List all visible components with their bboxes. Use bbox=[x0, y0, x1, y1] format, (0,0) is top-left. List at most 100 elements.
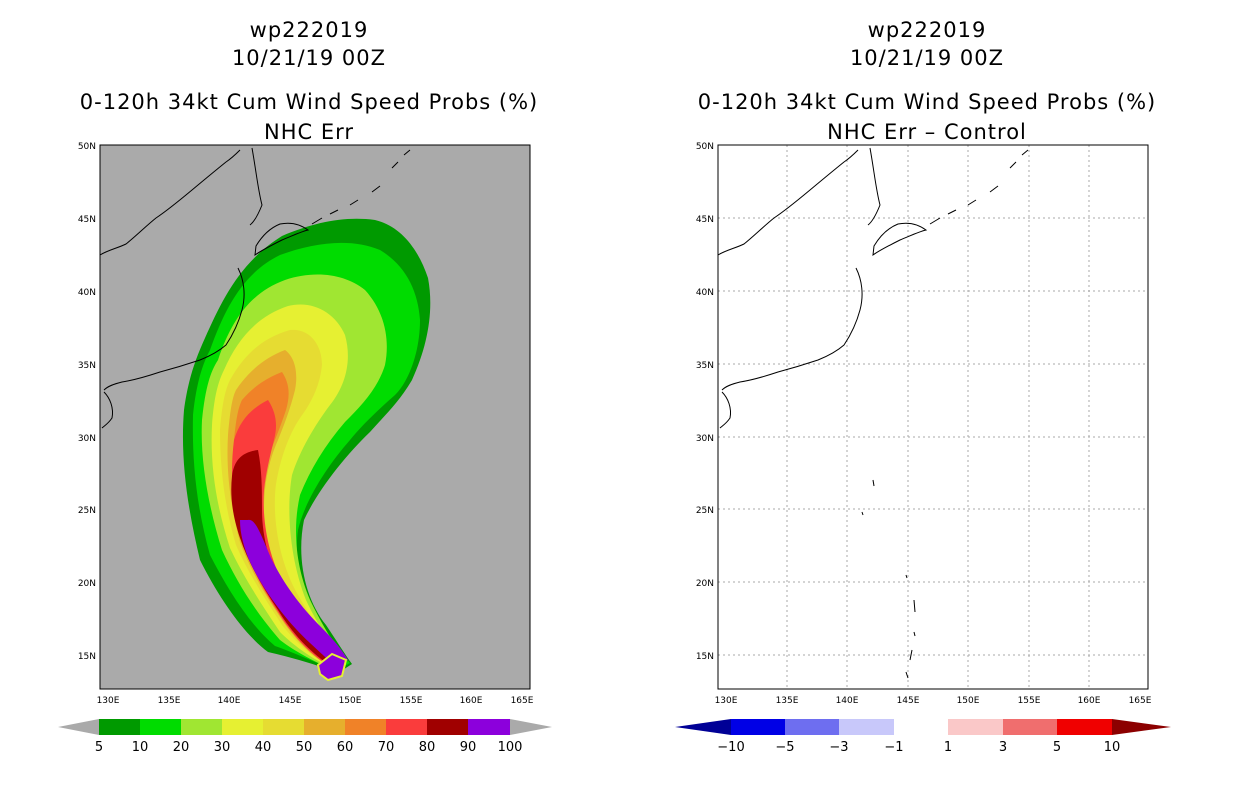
lat-label-35n: 35N bbox=[78, 361, 96, 371]
colorbar-swatch bbox=[99, 719, 140, 735]
colorbar-label: 1 bbox=[944, 740, 952, 755]
lat-label-20n: 20N bbox=[696, 579, 714, 589]
lon-label-160e: 160E bbox=[460, 696, 483, 706]
sakhalin-coast bbox=[249, 147, 263, 226]
datetime-title: 10/21/19 00Z bbox=[849, 46, 1005, 70]
japan-hokkaido-coast bbox=[254, 222, 310, 257]
lon-label-130e: 130E bbox=[97, 696, 120, 706]
colorbar-label: 50 bbox=[296, 740, 313, 755]
colorbar-swatch bbox=[894, 719, 948, 735]
colorbar-left-arrow bbox=[675, 719, 731, 735]
colorbar-swatch bbox=[948, 719, 1003, 735]
colorbar-label: 20 bbox=[173, 740, 190, 755]
colorbar-label: 30 bbox=[214, 740, 231, 755]
kyushu-coast bbox=[719, 391, 731, 429]
lat-label-30n: 30N bbox=[78, 434, 96, 444]
lat-label-30n: 30N bbox=[696, 434, 714, 444]
izu-islands bbox=[861, 479, 916, 679]
colorbar-label: 60 bbox=[337, 740, 354, 755]
colorbar-swatch bbox=[1003, 719, 1057, 735]
lat-label-40n: 40N bbox=[696, 288, 714, 298]
colorbar-swatch bbox=[222, 719, 263, 735]
japan-hokkaido-coast bbox=[872, 222, 928, 257]
lat-label-25n: 25N bbox=[78, 506, 96, 516]
lon-label-165e: 165E bbox=[1129, 696, 1152, 706]
colorbar-swatch bbox=[345, 719, 386, 735]
right-panel: wp222019 10/21/19 00Z 0-120h 34kt Cum Wi… bbox=[618, 0, 1236, 800]
start-core-marker bbox=[316, 652, 348, 682]
colorbar-swatch bbox=[386, 719, 427, 735]
colorbar-swatch bbox=[839, 719, 894, 735]
colorbar-label: −10 bbox=[717, 740, 744, 755]
lat-label-20n: 20N bbox=[78, 579, 96, 589]
storm-id-title: wp222019 bbox=[249, 18, 369, 42]
lon-label-145e: 145E bbox=[279, 696, 302, 706]
probability-contours bbox=[182, 218, 431, 682]
band-90 bbox=[240, 519, 348, 668]
lat-label-50n: 50N bbox=[78, 142, 96, 152]
lon-axis: 130E 135E 140E 145E 150E 155E 160E 165E bbox=[715, 696, 1152, 706]
probability-map: 15N 20N 25N 30N 35N 40N 45N 50N 130E 135… bbox=[58, 142, 552, 755]
left-panel: wp222019 10/21/19 00Z 0-120h 34kt Cum Wi… bbox=[58, 18, 552, 755]
colorbar-swatch bbox=[468, 719, 510, 735]
colorbar-label: 90 bbox=[460, 740, 477, 755]
colorbar-swatch bbox=[731, 719, 785, 735]
lon-label-130e: 130E bbox=[715, 696, 738, 706]
colorbar-label: 70 bbox=[378, 740, 395, 755]
sakhalin-coast bbox=[867, 147, 881, 226]
map-background bbox=[718, 145, 1148, 689]
kuril-islands bbox=[929, 149, 1029, 225]
colorbar-left-arrow bbox=[58, 719, 99, 735]
lat-label-15n: 15N bbox=[696, 652, 714, 662]
lat-label-45n: 45N bbox=[78, 215, 96, 225]
band-80 bbox=[231, 450, 336, 662]
colorbar-label: −3 bbox=[829, 740, 848, 755]
colorbar-label: 5 bbox=[1053, 740, 1061, 755]
asia-mainland-coast bbox=[717, 149, 859, 256]
colorbar-right-arrow bbox=[510, 719, 552, 735]
colorbar-swatch bbox=[140, 719, 181, 735]
lat-label-50n: 50N bbox=[696, 142, 714, 152]
colorbar-swatch bbox=[263, 719, 304, 735]
colorbar-swatch bbox=[785, 719, 839, 735]
asia-mainland-coast bbox=[99, 149, 241, 256]
colorbar-label: 80 bbox=[419, 740, 436, 755]
lon-axis: 130E 135E 140E 145E 150E 155E 160E 165E bbox=[97, 696, 534, 706]
kyushu-coast bbox=[101, 391, 113, 429]
probability-colorbar: 5 10 20 30 40 50 60 70 80 90 100 bbox=[58, 719, 552, 755]
map-grid bbox=[718, 145, 1148, 689]
lat-axis: 15N 20N 25N 30N 35N 40N 45N 50N bbox=[78, 142, 96, 662]
japan-honshu-coast bbox=[103, 267, 245, 391]
lon-label-135e: 135E bbox=[158, 696, 181, 706]
lon-label-150e: 150E bbox=[957, 696, 980, 706]
difference-map: 15N 20N 25N 30N 35N 40N 45N 50N 130E 135… bbox=[675, 142, 1171, 755]
lon-label-150e: 150E bbox=[339, 696, 362, 706]
colorbar-swatch bbox=[1057, 719, 1112, 735]
colorbar-swatch bbox=[427, 719, 468, 735]
subtitle: NHC Err – Control bbox=[827, 120, 1027, 144]
lon-label-155e: 155E bbox=[1018, 696, 1041, 706]
lon-label-140e: 140E bbox=[218, 696, 241, 706]
colorbar-label: −1 bbox=[884, 740, 903, 755]
lat-label-40n: 40N bbox=[78, 288, 96, 298]
datetime-title: 10/21/19 00Z bbox=[231, 46, 387, 70]
lon-label-135e: 135E bbox=[776, 696, 799, 706]
lat-label-45n: 45N bbox=[696, 215, 714, 225]
lat-label-15n: 15N bbox=[78, 652, 96, 662]
colorbar-label: 10 bbox=[132, 740, 149, 755]
lat-label-25n: 25N bbox=[696, 506, 714, 516]
product-title: 0-120h 34kt Cum Wind Speed Probs (%) bbox=[697, 90, 1157, 114]
coastlines bbox=[99, 147, 411, 429]
coastlines bbox=[717, 147, 1029, 679]
map-frame bbox=[717, 144, 1149, 690]
lon-label-165e: 165E bbox=[511, 696, 534, 706]
storm-id-title: wp222019 bbox=[867, 18, 987, 42]
product-title: 0-120h 34kt Cum Wind Speed Probs (%) bbox=[79, 90, 539, 114]
lon-label-155e: 155E bbox=[400, 696, 423, 706]
colorbar-label: 40 bbox=[255, 740, 272, 755]
japan-honshu-coast bbox=[721, 267, 863, 391]
lon-label-140e: 140E bbox=[836, 696, 859, 706]
colorbar-swatch bbox=[304, 719, 345, 735]
lat-axis: 15N 20N 25N 30N 35N 40N 45N 50N bbox=[696, 142, 714, 662]
colorbar-label: 5 bbox=[95, 740, 103, 755]
